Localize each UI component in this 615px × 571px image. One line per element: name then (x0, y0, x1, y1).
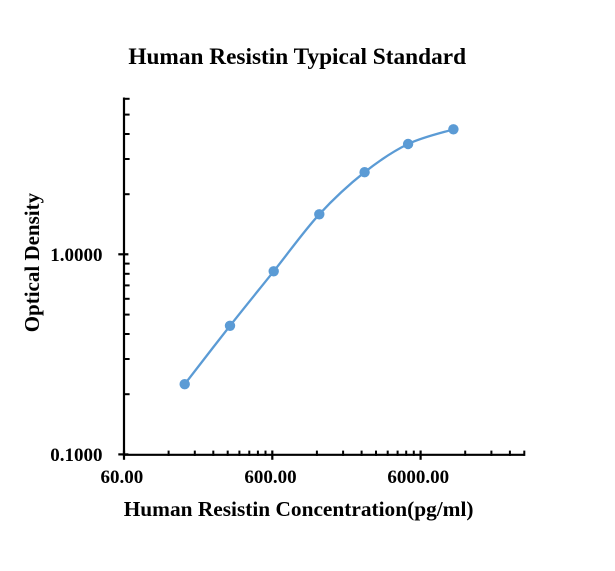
svg-text:6000.00: 6000.00 (387, 467, 449, 488)
svg-text:Human Resistin Typical Standar: Human Resistin Typical Standard (128, 44, 466, 70)
svg-text:Human Resistin Concentration(p: Human Resistin Concentration(pg/ml) (124, 497, 474, 521)
svg-text:0.1000: 0.1000 (50, 445, 102, 466)
svg-text:60.00: 60.00 (101, 467, 144, 488)
svg-text:Optical Density: Optical Density (20, 192, 44, 332)
svg-text:600.00: 600.00 (244, 467, 296, 488)
svg-text:1.0000: 1.0000 (50, 245, 102, 266)
